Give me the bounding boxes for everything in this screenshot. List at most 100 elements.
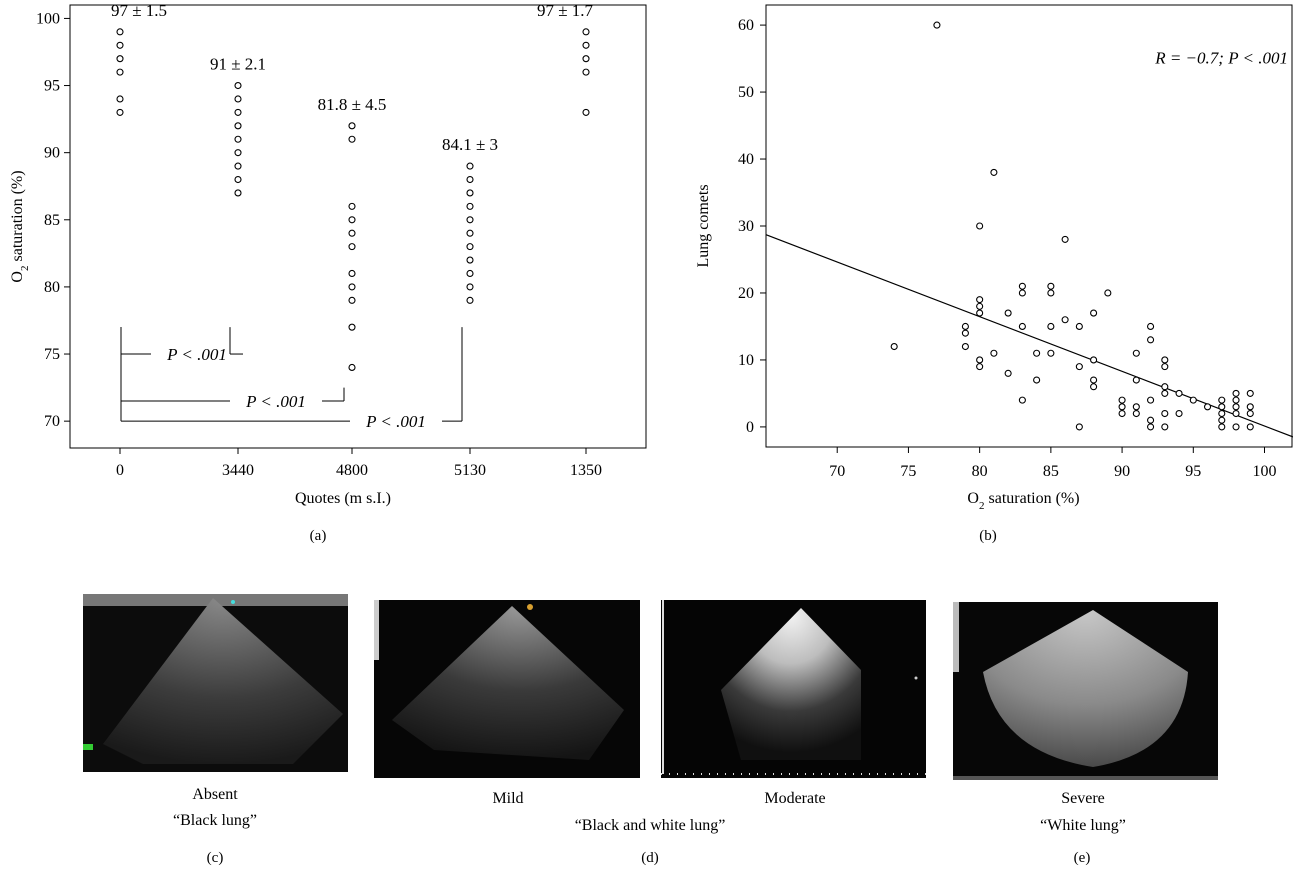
data-point-a xyxy=(116,68,124,76)
data-point-b xyxy=(1161,363,1169,371)
data-point-a xyxy=(466,256,474,264)
data-point-b xyxy=(1075,322,1083,331)
y-tick-label-a: 75 xyxy=(44,346,60,363)
chart-a-oxygen-saturation-by-quote: 70 75 80 85 90 95 100 0 3440 4800 5130 1350 Quotes (… xyxy=(9,1,647,507)
caption-absent: Absent xyxy=(192,786,238,803)
data-point-b xyxy=(1004,309,1012,317)
data-point-b xyxy=(1218,423,1226,431)
data-point-b xyxy=(1033,376,1041,384)
data-point-b xyxy=(1018,282,1026,290)
data-point-a xyxy=(348,216,356,224)
regression-line xyxy=(765,234,1293,438)
y-tick-label-a: 80 xyxy=(44,279,60,296)
data-point-b xyxy=(1161,389,1169,397)
data-point-b xyxy=(1218,396,1226,404)
caption-moderate: Moderate xyxy=(764,790,826,807)
ultrasound-image-severe xyxy=(953,602,1218,780)
data-point-a xyxy=(466,216,474,224)
data-point-b xyxy=(1118,409,1126,418)
y-axis-label-b: Lung comets xyxy=(695,184,712,267)
data-point-b xyxy=(1175,409,1183,418)
data-point-a xyxy=(234,135,242,143)
data-point-b xyxy=(1090,376,1098,384)
data-point-b xyxy=(976,222,984,230)
group-mean-label: 91 ± 2.1 xyxy=(210,55,266,74)
data-point-b xyxy=(1161,409,1169,418)
plot-frame-b xyxy=(765,4,1293,448)
x-tick-label-a: 0 xyxy=(116,462,124,479)
data-point-b xyxy=(1147,322,1155,331)
data-point-b xyxy=(1090,309,1098,317)
data-point-a xyxy=(116,41,124,49)
data-point-b xyxy=(961,329,969,337)
x-axis-label-a: Quotes (m s.I.) xyxy=(295,490,391,507)
data-point-b xyxy=(1232,389,1240,397)
data-point-a xyxy=(466,202,474,210)
data-point-b xyxy=(1075,363,1083,371)
x-tick-label-b: 80 xyxy=(972,463,988,480)
x-tick-label-b: 90 xyxy=(1114,463,1130,480)
data-point-a xyxy=(234,175,242,184)
data-point-b xyxy=(990,168,998,176)
caption-black-and-white-lung: “Black and white lung” xyxy=(574,817,726,834)
data-point-b xyxy=(1047,349,1055,357)
data-point-b xyxy=(933,21,941,29)
data-point-a xyxy=(466,189,474,197)
chart-b-lung-comets-vs-saturation: 0 10 20 30 40 50 60 70 75 80 85 90 95 100 O2 saturatio… xyxy=(695,4,1293,512)
caption-severe: Severe xyxy=(1061,790,1105,807)
data-point-a xyxy=(234,149,242,157)
x-tick-label-a: 1350 xyxy=(570,462,602,479)
data-point-a xyxy=(348,122,356,130)
data-point-a xyxy=(234,122,242,130)
caption-white-lung: “White lung” xyxy=(1040,817,1126,834)
data-point-b xyxy=(1147,336,1155,344)
data-point-a xyxy=(234,108,242,116)
data-point-b xyxy=(1075,423,1083,431)
y-tick-label-a: 90 xyxy=(44,145,60,162)
data-point-a xyxy=(466,283,474,291)
ultrasound-image-moderate xyxy=(661,600,926,778)
data-point-a xyxy=(348,243,356,251)
data-point-b xyxy=(1246,403,1254,411)
data-point-a xyxy=(466,243,474,251)
data-point-b xyxy=(1061,235,1069,243)
data-point-a xyxy=(116,95,124,103)
data-point-b xyxy=(976,302,984,310)
data-point-b xyxy=(1246,389,1254,397)
y-tick-label-b: 10 xyxy=(738,352,754,369)
y-axis-label-a: O2 saturation (%) xyxy=(9,170,31,282)
group-mean-label: 97 ± 1.7 xyxy=(537,1,594,20)
data-point-b xyxy=(1090,383,1098,391)
data-point-b xyxy=(1161,356,1169,364)
data-point-b xyxy=(1232,403,1240,411)
p-value-label: P < .001 xyxy=(245,392,306,411)
data-point-b xyxy=(1004,369,1012,377)
data-point-b xyxy=(1161,423,1169,431)
x-tick-label-a: 4800 xyxy=(336,462,368,479)
data-point-b xyxy=(1018,396,1026,404)
data-point-b xyxy=(961,322,969,331)
x-tick-label-a: 3440 xyxy=(222,462,254,479)
y-tick-label-a: 100 xyxy=(36,10,60,27)
data-point-b xyxy=(1161,383,1169,391)
data-point-b xyxy=(1189,396,1197,404)
data-point-b xyxy=(1047,282,1055,290)
data-point-b xyxy=(1118,396,1126,404)
y-tick-label-a: 95 xyxy=(44,78,60,95)
group-mean-label: 84.1 ± 3 xyxy=(442,135,498,154)
data-point-b xyxy=(1104,289,1112,297)
data-point-a xyxy=(234,162,242,170)
y-tick-label-a: 70 xyxy=(44,413,60,430)
data-point-b xyxy=(1175,389,1183,397)
data-point-b xyxy=(1246,423,1254,431)
data-point-a xyxy=(348,202,356,210)
data-point-b xyxy=(976,309,984,317)
data-point-a xyxy=(466,269,474,278)
data-point-b xyxy=(990,349,998,357)
x-tick-label-b: 100 xyxy=(1253,463,1277,480)
group-mean-label: 81.8 ± 4.5 xyxy=(318,95,387,114)
data-point-a xyxy=(466,175,474,184)
data-point-a xyxy=(466,162,474,170)
x-axis-label-b: O2 saturation (%) xyxy=(967,490,1079,512)
data-point-b xyxy=(1132,409,1140,418)
